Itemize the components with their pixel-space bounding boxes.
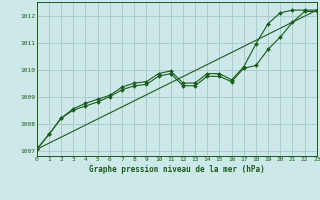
X-axis label: Graphe pression niveau de la mer (hPa): Graphe pression niveau de la mer (hPa)	[89, 165, 265, 174]
